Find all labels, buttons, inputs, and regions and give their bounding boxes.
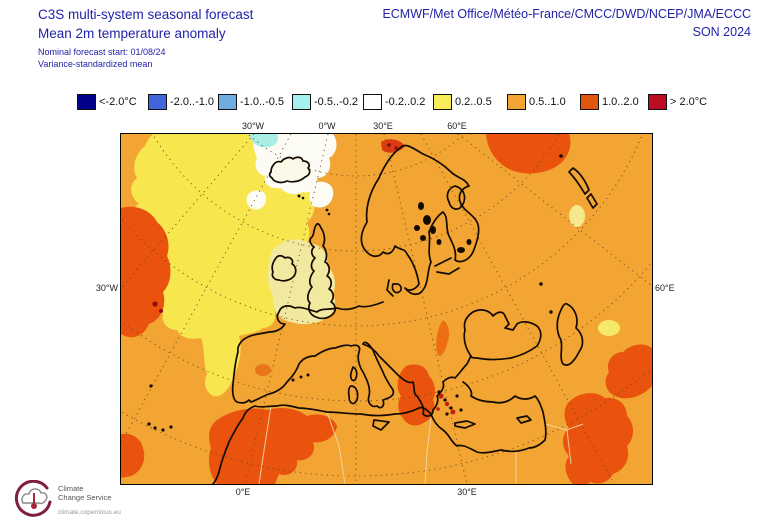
- logo-url: climate.copernicus.eu: [58, 509, 121, 516]
- coast-turkey-levant-africa: [212, 381, 547, 485]
- lon-label-top-60e: 60°E: [447, 121, 467, 131]
- legend-label: 0.2..0.5: [455, 96, 492, 108]
- legend-label: 0.5..1.0: [529, 96, 566, 108]
- legend-swatch: [507, 94, 526, 110]
- anomaly-map-canvas: [0, 0, 761, 485]
- anomaly-spot-ne-yellow: [569, 205, 585, 227]
- coast-ireland: [271, 254, 297, 282]
- coast-caspian-sea: [556, 302, 584, 366]
- anomaly-speck-dark-red: [159, 309, 163, 313]
- anomaly-region-white-patch-sw: [246, 190, 267, 210]
- legend-label: <-2.0°C: [99, 96, 137, 108]
- page-subtitle: Mean 2m temperature anomaly: [38, 26, 226, 41]
- coast-novaya-zemlya: [568, 167, 598, 209]
- legend-item: <-2.0°C: [77, 94, 137, 110]
- anomaly-region-bottom-left-red: [121, 433, 145, 478]
- legend-label: -0.5..-0.2: [314, 96, 359, 108]
- legend-label: -0.2..0.2: [385, 96, 426, 108]
- coast-sicily: [372, 419, 390, 431]
- legend-item: 0.5..1.0: [507, 94, 566, 110]
- legend-item: 1.0..2.0: [580, 94, 639, 110]
- legend-item: -0.5..-0.2: [292, 94, 358, 110]
- forecast-map: [0, 0, 761, 485]
- header-right: ECMWF/Met Office/Météo-France/CMCC/DWD/N…: [382, 5, 751, 41]
- legend-label: -1.0..-0.5: [240, 96, 285, 108]
- anomaly-spot-spain: [255, 364, 271, 376]
- legend-swatch: [218, 94, 237, 110]
- header-left: C3S multi-system seasonal forecast Mean …: [38, 5, 253, 70]
- legend-swatch: [77, 94, 96, 110]
- coast-denmark: [386, 279, 403, 297]
- legend-swatch: [292, 94, 311, 110]
- anomaly-region-atlantic-yellow: [131, 134, 315, 397]
- season-label: SON 2024: [692, 25, 751, 39]
- coast-black-sea: [463, 309, 542, 361]
- lon-label-bottom-30e: 30°E: [457, 487, 477, 497]
- coast-corsica: [349, 366, 358, 382]
- copernicus-logo-block: Climate Change Service climate.copernicu…: [14, 479, 214, 522]
- anomaly-speck-dark-red: [152, 301, 158, 307]
- coast-white-sea: [446, 185, 466, 210]
- coast-great-britain: [306, 222, 337, 320]
- logo-line2: Change Service: [58, 493, 112, 502]
- statistic-label: Variance-standardized mean: [38, 59, 153, 69]
- legend-swatch: [580, 94, 599, 110]
- coast-iceland: [268, 156, 311, 184]
- legend-item: 0.2..0.5: [433, 94, 492, 110]
- coast-estonia: [436, 267, 460, 275]
- legend-item: > 2.0°C: [648, 94, 707, 110]
- forecast-start-label: Nominal forecast start: 01/08/24: [38, 47, 166, 57]
- lon-label-right-60e: 60°E: [655, 283, 675, 293]
- coast-gulf-of-finland: [434, 257, 452, 267]
- anomaly-speck-aegean: [438, 393, 444, 399]
- lon-label-top-30w: 30°W: [241, 121, 265, 131]
- coastlines: [212, 144, 598, 485]
- lon-label-top-0w: 0°W: [318, 121, 336, 131]
- legend-swatch: [363, 94, 382, 110]
- coast-sardinia: [347, 385, 359, 405]
- anomaly-speck-dark-red: [394, 146, 398, 150]
- coast-balkans-greece: [362, 343, 472, 417]
- legend-swatch: [148, 94, 167, 110]
- legend-label: > 2.0°C: [670, 96, 708, 108]
- coast-cyprus: [516, 415, 532, 424]
- temperature-anomaly-field: [121, 134, 652, 484]
- lon-label-top-30e: 30°E: [373, 121, 393, 131]
- anomaly-speck-aegean: [436, 407, 440, 411]
- anomaly-region-atlantic-red: [121, 206, 171, 338]
- country-borders: [258, 405, 584, 485]
- lon-label-left-30w: 30°W: [95, 283, 118, 293]
- lakes-and-islets: [147, 154, 563, 432]
- page-title: C3S multi-system seasonal forecast: [38, 7, 254, 22]
- anomaly-spot-caspian-yellow: [598, 320, 620, 336]
- anomaly-region-cyan-patch: [249, 134, 279, 148]
- legend-swatch: [648, 94, 667, 110]
- anomaly-region-barents-red: [486, 134, 571, 174]
- legend-swatch: [433, 94, 452, 110]
- anomaly-speck-dark-red: [387, 143, 391, 147]
- legend-item: -0.2..0.2: [363, 94, 425, 110]
- logo-text: Climate Change Service: [58, 484, 111, 502]
- anomaly-region-middle-east-red-b: [563, 393, 633, 484]
- coast-crete: [454, 420, 476, 429]
- coast-continental-europe: [231, 301, 395, 409]
- legend-label: -2.0..-1.0: [170, 96, 215, 108]
- anomaly-region-uk-pale-yellow: [267, 239, 335, 325]
- anomaly-region-middle-east-red-a: [605, 344, 652, 399]
- legend-item: -1.0..-0.5: [218, 94, 284, 110]
- coast-scandinavia: [360, 144, 480, 296]
- climate-change-service-icon: [14, 479, 52, 517]
- legend-label: 1.0..2.0: [602, 96, 639, 108]
- anomaly-region-nw-africa-red: [209, 408, 337, 484]
- lon-label-bottom-0e: 0°E: [235, 487, 251, 497]
- color-legend: <-2.0°C -2.0..-1.0 -1.0..-0.5 -0.5..-0.2…: [0, 94, 761, 114]
- legend-item: -2.0..-1.0: [148, 94, 214, 110]
- anomaly-region-white-patch-ne: [309, 181, 334, 208]
- anomaly-region-balkan-streak: [436, 320, 450, 356]
- anomaly-speck-aegean: [444, 401, 450, 407]
- logo-line1: Climate: [58, 484, 84, 493]
- forecast-systems-label: ECMWF/Met Office/Météo-France/CMCC/DWD/N…: [382, 7, 751, 21]
- anomaly-speck-aegean: [450, 409, 456, 415]
